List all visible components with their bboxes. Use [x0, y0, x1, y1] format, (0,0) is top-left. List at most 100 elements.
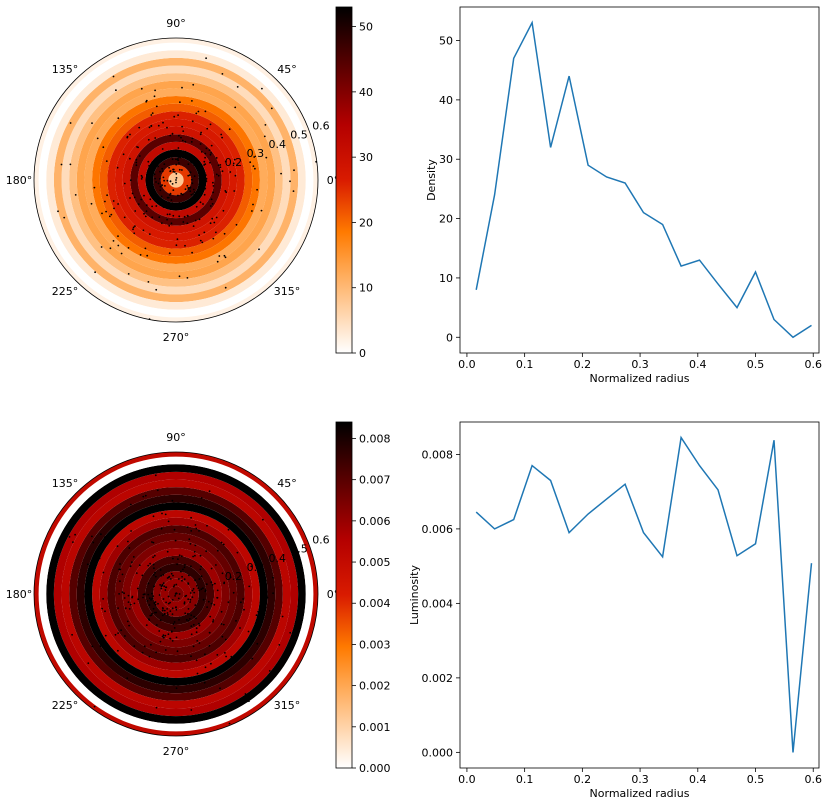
scatter-point — [100, 533, 102, 536]
scatter-point — [148, 164, 151, 167]
scatter-point — [228, 128, 231, 131]
scatter-point — [190, 141, 193, 143]
scatter-point — [178, 618, 180, 621]
scatter-point — [204, 163, 207, 166]
angle-tick-label: 315° — [274, 285, 301, 298]
scatter-point — [187, 188, 190, 191]
scatter-point — [146, 254, 149, 257]
scatter-point — [166, 612, 169, 614]
scatter-point — [182, 221, 185, 223]
plot-area — [459, 421, 820, 769]
scatter-point — [272, 576, 274, 579]
scatter-point — [198, 234, 201, 237]
angle-tick-label: 135° — [52, 63, 79, 76]
scatter-point — [176, 238, 179, 241]
scatter-point — [170, 631, 173, 633]
scatter-point — [69, 122, 72, 124]
scatter-point — [122, 153, 125, 156]
scatter-point — [93, 564, 96, 566]
scatter-point — [133, 232, 136, 235]
scatter-point — [178, 134, 180, 137]
scatter-point — [159, 619, 162, 621]
scatter-point — [195, 112, 198, 115]
scatter-point — [154, 89, 157, 92]
scatter-point — [209, 615, 212, 618]
angle-tick-label: 45° — [277, 63, 297, 76]
scatter-point — [195, 627, 198, 630]
scatter-point — [148, 233, 151, 236]
scatter-point — [152, 556, 155, 559]
scatter-point — [190, 633, 193, 636]
scatter-point — [230, 655, 233, 658]
scatter-point — [232, 591, 235, 594]
scatter-point — [204, 172, 206, 175]
angle-tick-label: 225° — [52, 699, 79, 712]
scatter-point — [123, 592, 125, 595]
scatter-point — [161, 167, 164, 170]
scatter-point — [170, 222, 173, 225]
scatter-point — [160, 585, 163, 588]
scatter-point — [155, 651, 158, 654]
scatter-point — [188, 174, 191, 177]
scatter-point — [189, 543, 192, 545]
scatter-point — [162, 582, 165, 585]
scatter-point — [209, 161, 211, 164]
scatter-point — [117, 235, 119, 238]
scatter-point — [124, 607, 127, 610]
scatter-point — [189, 618, 191, 620]
scatter-point — [227, 528, 230, 531]
scatter-point — [257, 610, 259, 613]
scatter-point — [148, 618, 150, 621]
scatter-point — [216, 589, 219, 592]
scatter-point — [123, 597, 126, 599]
scatter-point — [187, 174, 190, 177]
scatter-point — [106, 194, 108, 197]
scatter-point — [167, 633, 170, 636]
x-tick-label: 0.3 — [631, 358, 649, 371]
scatter-point — [117, 649, 119, 652]
scatter-point — [133, 602, 136, 605]
scatter-point — [194, 219, 197, 222]
scatter-point — [161, 184, 164, 187]
scatter-point — [166, 608, 169, 610]
radial-tick-label: 0.2 — [225, 156, 243, 169]
scatter-point — [114, 633, 117, 636]
scatter-point — [137, 146, 140, 149]
scatter-point — [162, 121, 164, 124]
scatter-point — [163, 179, 166, 182]
scatter-point — [127, 601, 130, 603]
scatter-point — [176, 650, 179, 653]
scatter-point — [189, 171, 192, 174]
scatter-point — [164, 200, 166, 203]
scatter-point — [200, 588, 203, 591]
scatter-point — [127, 273, 130, 275]
scatter-point — [185, 154, 188, 157]
scatter-point — [168, 575, 171, 578]
scatter-point — [152, 541, 155, 544]
scatter-point — [200, 565, 203, 568]
scatter-point — [240, 601, 242, 604]
scatter-point — [144, 215, 147, 218]
scatter-point — [152, 595, 155, 597]
scatter-point — [193, 615, 196, 618]
scatter-point — [165, 156, 168, 159]
scatter-point — [206, 606, 209, 608]
scatter-point — [158, 594, 161, 596]
scatter-point — [112, 240, 115, 242]
scatter-point — [126, 135, 129, 138]
scatter-point — [160, 195, 163, 198]
scatter-point — [217, 164, 220, 167]
scatter-point — [129, 197, 131, 199]
scatter-point — [102, 571, 105, 574]
scatter-point — [173, 627, 176, 629]
scatter-point — [203, 174, 206, 177]
x-axis-label: Normalized radius — [590, 787, 690, 800]
polar-frame — [33, 37, 319, 323]
scatter-point — [204, 666, 207, 669]
scatter-point — [188, 156, 191, 159]
scatter-point — [161, 222, 163, 225]
scatter-point — [132, 556, 135, 558]
scatter-point — [105, 210, 107, 213]
scatter-point — [266, 596, 269, 599]
scatter-point — [146, 600, 149, 602]
